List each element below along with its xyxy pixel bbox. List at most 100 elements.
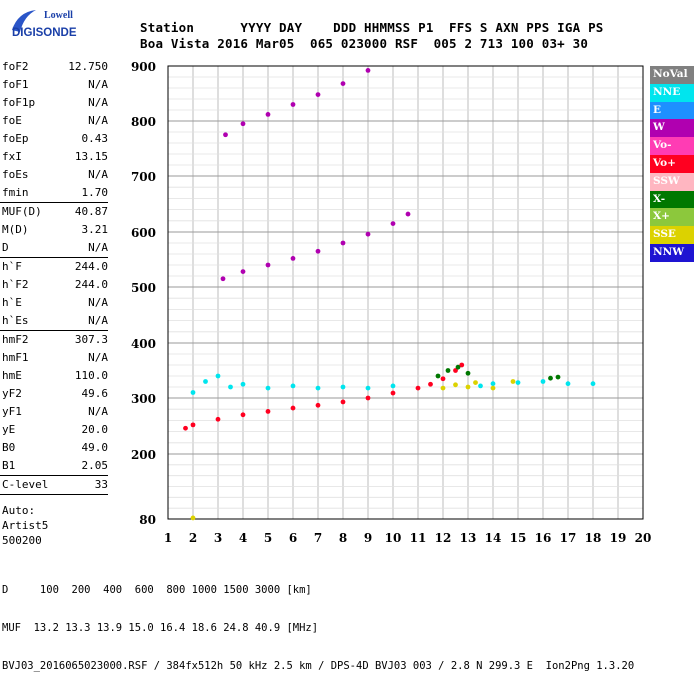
data-point <box>315 92 321 97</box>
legend-item: W <box>650 119 694 138</box>
data-point <box>445 368 451 373</box>
param-value: 307.3 <box>74 333 108 346</box>
auto-scaling-line: 500200 <box>2 534 42 547</box>
param-separator <box>0 202 108 203</box>
footer: D 100 200 400 600 800 1000 1500 3000 [km… <box>2 559 634 685</box>
param-row: hmE 110.0 <box>0 367 112 385</box>
y-tick-label: 80 <box>139 513 156 527</box>
param-value: N/A <box>88 78 108 91</box>
param-value: 0.43 <box>81 132 109 145</box>
x-tick-label: 20 <box>635 531 652 545</box>
param-name: fmin <box>2 186 29 199</box>
x-tick-label: 9 <box>364 531 372 545</box>
data-point <box>435 373 441 379</box>
x-tick-label: 2 <box>189 531 197 545</box>
y-tick-label: 800 <box>131 115 156 129</box>
footer-distance-row: D 100 200 400 600 800 1000 1500 3000 [km… <box>2 584 312 596</box>
data-point <box>290 256 296 261</box>
param-name: foF1 <box>2 78 29 91</box>
param-separator <box>0 330 108 331</box>
param-name: foF1p <box>2 96 36 109</box>
data-point <box>340 384 346 390</box>
data-point <box>490 385 496 391</box>
param-row: foEs N/A <box>0 166 112 184</box>
parameter-panel: foF2 12.750 foF1 N/A foF1p N/A foE N/A foEp 0.43 f… <box>0 58 112 548</box>
y-tick-label: 700 <box>131 170 156 184</box>
param-name: h`E <box>2 296 22 309</box>
param-value: 110.0 <box>74 369 108 382</box>
data-point <box>183 425 188 431</box>
param-row: fxI 13.15 <box>0 148 112 166</box>
param-value: 2.05 <box>81 459 109 472</box>
data-point <box>453 368 458 373</box>
param-value: N/A <box>88 96 108 109</box>
param-separator <box>0 257 108 258</box>
param-name: C-level <box>2 478 49 491</box>
param-value: N/A <box>88 114 108 127</box>
param-separator <box>0 475 108 476</box>
param-row: foF1p N/A <box>0 94 112 112</box>
param-name: yF1 <box>2 405 22 418</box>
x-tick-label: 19 <box>610 531 627 545</box>
param-row: B0 49.0 <box>0 439 112 457</box>
auto-scaling-line: Auto: <box>2 504 36 517</box>
legend-item: NNW <box>650 243 694 262</box>
data-point <box>465 370 471 376</box>
data-point <box>365 385 371 391</box>
param-value: 33 <box>94 478 108 491</box>
data-point <box>240 381 246 387</box>
header-labels: Station YYYY DAY DDD HHMMSS P1 FFS S AXN… <box>140 20 604 35</box>
param-value: 244.0 <box>74 278 108 291</box>
param-name: D <box>2 241 9 254</box>
y-tick-label: 900 <box>131 60 156 74</box>
param-value: 49.0 <box>81 441 109 454</box>
data-point <box>340 399 346 405</box>
legend-item: SSE <box>650 226 694 244</box>
data-point <box>215 416 221 422</box>
param-value: N/A <box>88 296 108 309</box>
param-name: B0 <box>2 441 16 454</box>
y-tick-label: 200 <box>131 448 156 462</box>
data-point <box>478 383 483 389</box>
param-value: 12.750 <box>68 60 108 73</box>
data-point <box>190 515 196 521</box>
param-name: M(D) <box>2 223 29 236</box>
data-point <box>265 262 271 268</box>
param-value: 40.87 <box>74 205 108 218</box>
data-point <box>390 390 396 396</box>
param-name: hmE <box>2 369 22 382</box>
data-point <box>190 390 196 395</box>
data-point <box>473 380 478 385</box>
param-name: B1 <box>2 459 16 472</box>
data-point <box>315 402 321 408</box>
data-point <box>510 379 516 384</box>
legend-item: Vo- <box>650 137 694 155</box>
param-name: foE <box>2 114 22 127</box>
x-tick-label: 4 <box>239 531 247 545</box>
param-value: 49.6 <box>81 387 109 400</box>
param-value: 1.70 <box>81 186 109 199</box>
param-row: fmin 1.70 <box>0 184 112 202</box>
param-row: h`F2 244.0 <box>0 276 112 294</box>
data-point <box>365 395 371 401</box>
data-point <box>548 375 553 381</box>
logo-line1: Lowell <box>44 10 73 21</box>
y-tick-label: 600 <box>131 226 156 240</box>
legend-item: NNE <box>650 83 694 102</box>
y-tick-label: 300 <box>131 392 156 406</box>
param-row: D N/A <box>0 239 112 257</box>
data-point <box>555 374 561 380</box>
data-point <box>490 381 496 387</box>
data-point <box>565 381 571 387</box>
param-row: foF1 N/A <box>0 76 112 94</box>
footer-muf-row: MUF 13.2 13.3 13.9 15.0 16.4 18.6 24.8 4… <box>2 622 319 634</box>
param-name: yF2 <box>2 387 22 400</box>
data-point <box>415 385 421 391</box>
legend-item: NoVal <box>650 66 694 84</box>
data-point <box>290 405 296 411</box>
param-name: yE <box>2 423 16 436</box>
data-point <box>315 248 321 254</box>
data-point <box>440 376 446 382</box>
param-name: h`F <box>2 260 22 273</box>
x-tick-label: 3 <box>214 531 222 545</box>
